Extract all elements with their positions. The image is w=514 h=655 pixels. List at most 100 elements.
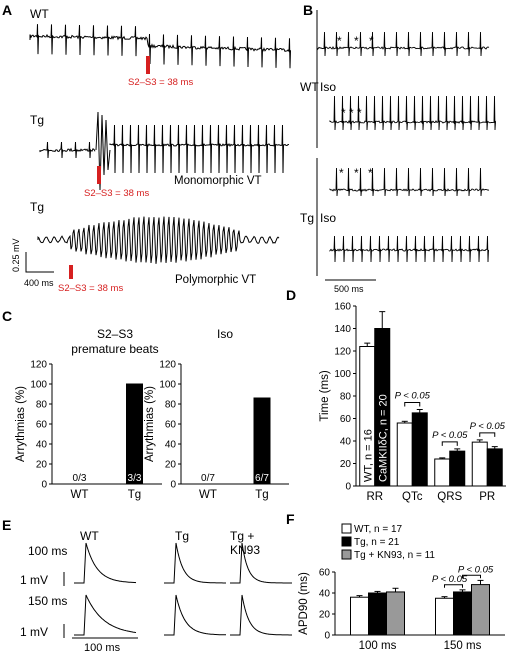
stim-marker-2 xyxy=(97,166,101,184)
stim-marker-1 xyxy=(146,56,150,74)
significance-label: P < 0.05 xyxy=(470,421,506,432)
x-tick-label: PR xyxy=(479,491,495,503)
bar xyxy=(449,450,466,487)
asterisk: * xyxy=(369,34,374,48)
bar xyxy=(350,596,369,636)
chart-f-apd90: 0 20 40 60 APD90 (ms) 100 ms 150 ms WT, n = 17 T… xyxy=(298,523,505,652)
action-potential-trace xyxy=(230,594,292,636)
legend-swatch xyxy=(341,536,352,547)
data-label: 0/7 xyxy=(201,473,215,484)
y-tick-label: 160 xyxy=(334,302,351,313)
bar xyxy=(368,592,387,636)
group-label-wt: WT xyxy=(300,80,319,94)
y-tick-label: 120 xyxy=(334,347,351,358)
action-potential-trace xyxy=(164,594,226,636)
s2s3-label-1: S2–S3 = 38 ms xyxy=(128,77,193,88)
bar xyxy=(396,422,413,487)
ecg-trace-tg-monomorphic xyxy=(39,111,290,191)
significance-bracket xyxy=(462,574,481,579)
series-label: CaMKIIδC, n = 20 xyxy=(377,394,389,482)
bar xyxy=(486,448,503,487)
bar xyxy=(126,383,143,485)
y-tick-label: 60 xyxy=(319,568,331,579)
trace-label-tg-1: Tg xyxy=(30,113,44,127)
stim-marker-3 xyxy=(69,265,73,279)
scale-t-label-e: 100 ms xyxy=(84,642,121,654)
significance-label: P < 0.05 xyxy=(395,391,431,402)
y-tick-label: 120 xyxy=(30,360,47,371)
y-tick-label: 80 xyxy=(36,400,48,411)
legend-label: Tg + KN93, n = 11 xyxy=(354,550,435,561)
panel-b: B WT Iso Tg Iso * * * * * * * * * 500 ms xyxy=(300,2,497,294)
data-label: 3/3 xyxy=(128,473,142,484)
mv-label-1: 1 mV xyxy=(20,573,48,587)
ecg-trace-wt xyxy=(29,24,291,69)
y-tick-label: 120 xyxy=(159,360,176,371)
y-tick-label: 40 xyxy=(319,589,331,600)
x-tick-label: Tg xyxy=(128,489,141,501)
iso-label-wt: Iso xyxy=(320,80,336,94)
col-label-tg: Tg xyxy=(175,529,189,543)
series-label: WT, n = 16 xyxy=(362,429,374,482)
y-axis-label: Arrythmias (%) xyxy=(144,386,156,462)
significance-label: P < 0.05 xyxy=(432,430,468,441)
y-axis-label: Time (ms) xyxy=(319,370,331,421)
panel-f-label: F xyxy=(286,511,295,527)
bar xyxy=(253,397,271,485)
asterisk: * xyxy=(337,34,342,48)
panel-c-label: C xyxy=(2,308,12,324)
chart-title-line: premature beats xyxy=(71,342,158,356)
action-potential-trace xyxy=(164,542,226,584)
bar xyxy=(471,584,490,636)
ecg-trace-b-wt-iso xyxy=(329,95,497,131)
panel-b-label: B xyxy=(303,2,313,18)
panel-e: E WT Tg Tg + KN93 100 ms 150 ms 1 mV 1 m… xyxy=(2,517,292,654)
y-axis-label: Arrythmias (%) xyxy=(15,386,27,462)
significance-label: P < 0.05 xyxy=(432,574,468,585)
significance-bracket xyxy=(444,584,463,588)
x-tick-label: RR xyxy=(366,491,383,503)
bar xyxy=(435,597,454,636)
scale-t-label-b: 500 ms xyxy=(334,284,364,294)
panel-e-label: E xyxy=(2,517,11,533)
asterisk: * xyxy=(349,106,354,120)
data-label: 0/3 xyxy=(73,473,87,484)
chart-title: Iso xyxy=(217,327,233,341)
bar xyxy=(471,441,488,487)
ecg-trace-b-tg-baseline xyxy=(329,167,490,197)
y-tick-label: 40 xyxy=(340,437,352,448)
polymorphic-vt-label: Polymorphic VT xyxy=(175,274,256,286)
asterisk: * xyxy=(354,34,359,48)
action-potential-trace xyxy=(74,594,137,636)
y-tick-label: 20 xyxy=(36,460,48,471)
action-potential-trace xyxy=(230,542,292,584)
ecg-trace-b-wt-baseline xyxy=(317,31,490,57)
y-tick-label: 60 xyxy=(340,414,352,425)
asterisk: * xyxy=(354,166,359,180)
bar xyxy=(434,458,451,487)
y-tick-label: 40 xyxy=(165,440,177,451)
s2s3-label-2: S2–S3 = 38 ms xyxy=(84,188,149,199)
y-tick-label: 60 xyxy=(165,420,177,431)
significance-bracket xyxy=(479,432,496,437)
mv-label-2: 1 mV xyxy=(20,625,48,639)
legend-swatch xyxy=(341,523,352,534)
s2s3-label-3: S2–S3 = 38 ms xyxy=(58,283,123,294)
panel-a-label: A xyxy=(2,2,12,18)
y-tick-label: 100 xyxy=(159,380,176,391)
y-tick-label: 80 xyxy=(165,400,177,411)
scale-t-label-a: 400 ms xyxy=(24,278,54,288)
trace-label-tg-2: Tg xyxy=(30,200,44,214)
y-tick-label: 100 xyxy=(334,369,351,380)
panel-f: F 0 20 40 60 APD90 (ms) 100 ms 150 ms WT, n = 1… xyxy=(286,511,505,652)
chart-c-iso: Iso 0 20 40 60 80 100 120 Arrythmias (%) WT Tg 0/7 6… xyxy=(144,327,289,501)
monomorphic-vt-label: Monomorphic VT xyxy=(174,175,262,187)
asterisk: * xyxy=(357,106,362,120)
y-tick-label: 140 xyxy=(334,324,351,335)
row-label-150ms: 150 ms xyxy=(28,594,67,608)
x-tick-label: WT xyxy=(199,489,217,501)
panel-d: D 0 20 40 60 80 100 120 140 160 Time (ms) RR QTc QRS… xyxy=(286,287,506,503)
